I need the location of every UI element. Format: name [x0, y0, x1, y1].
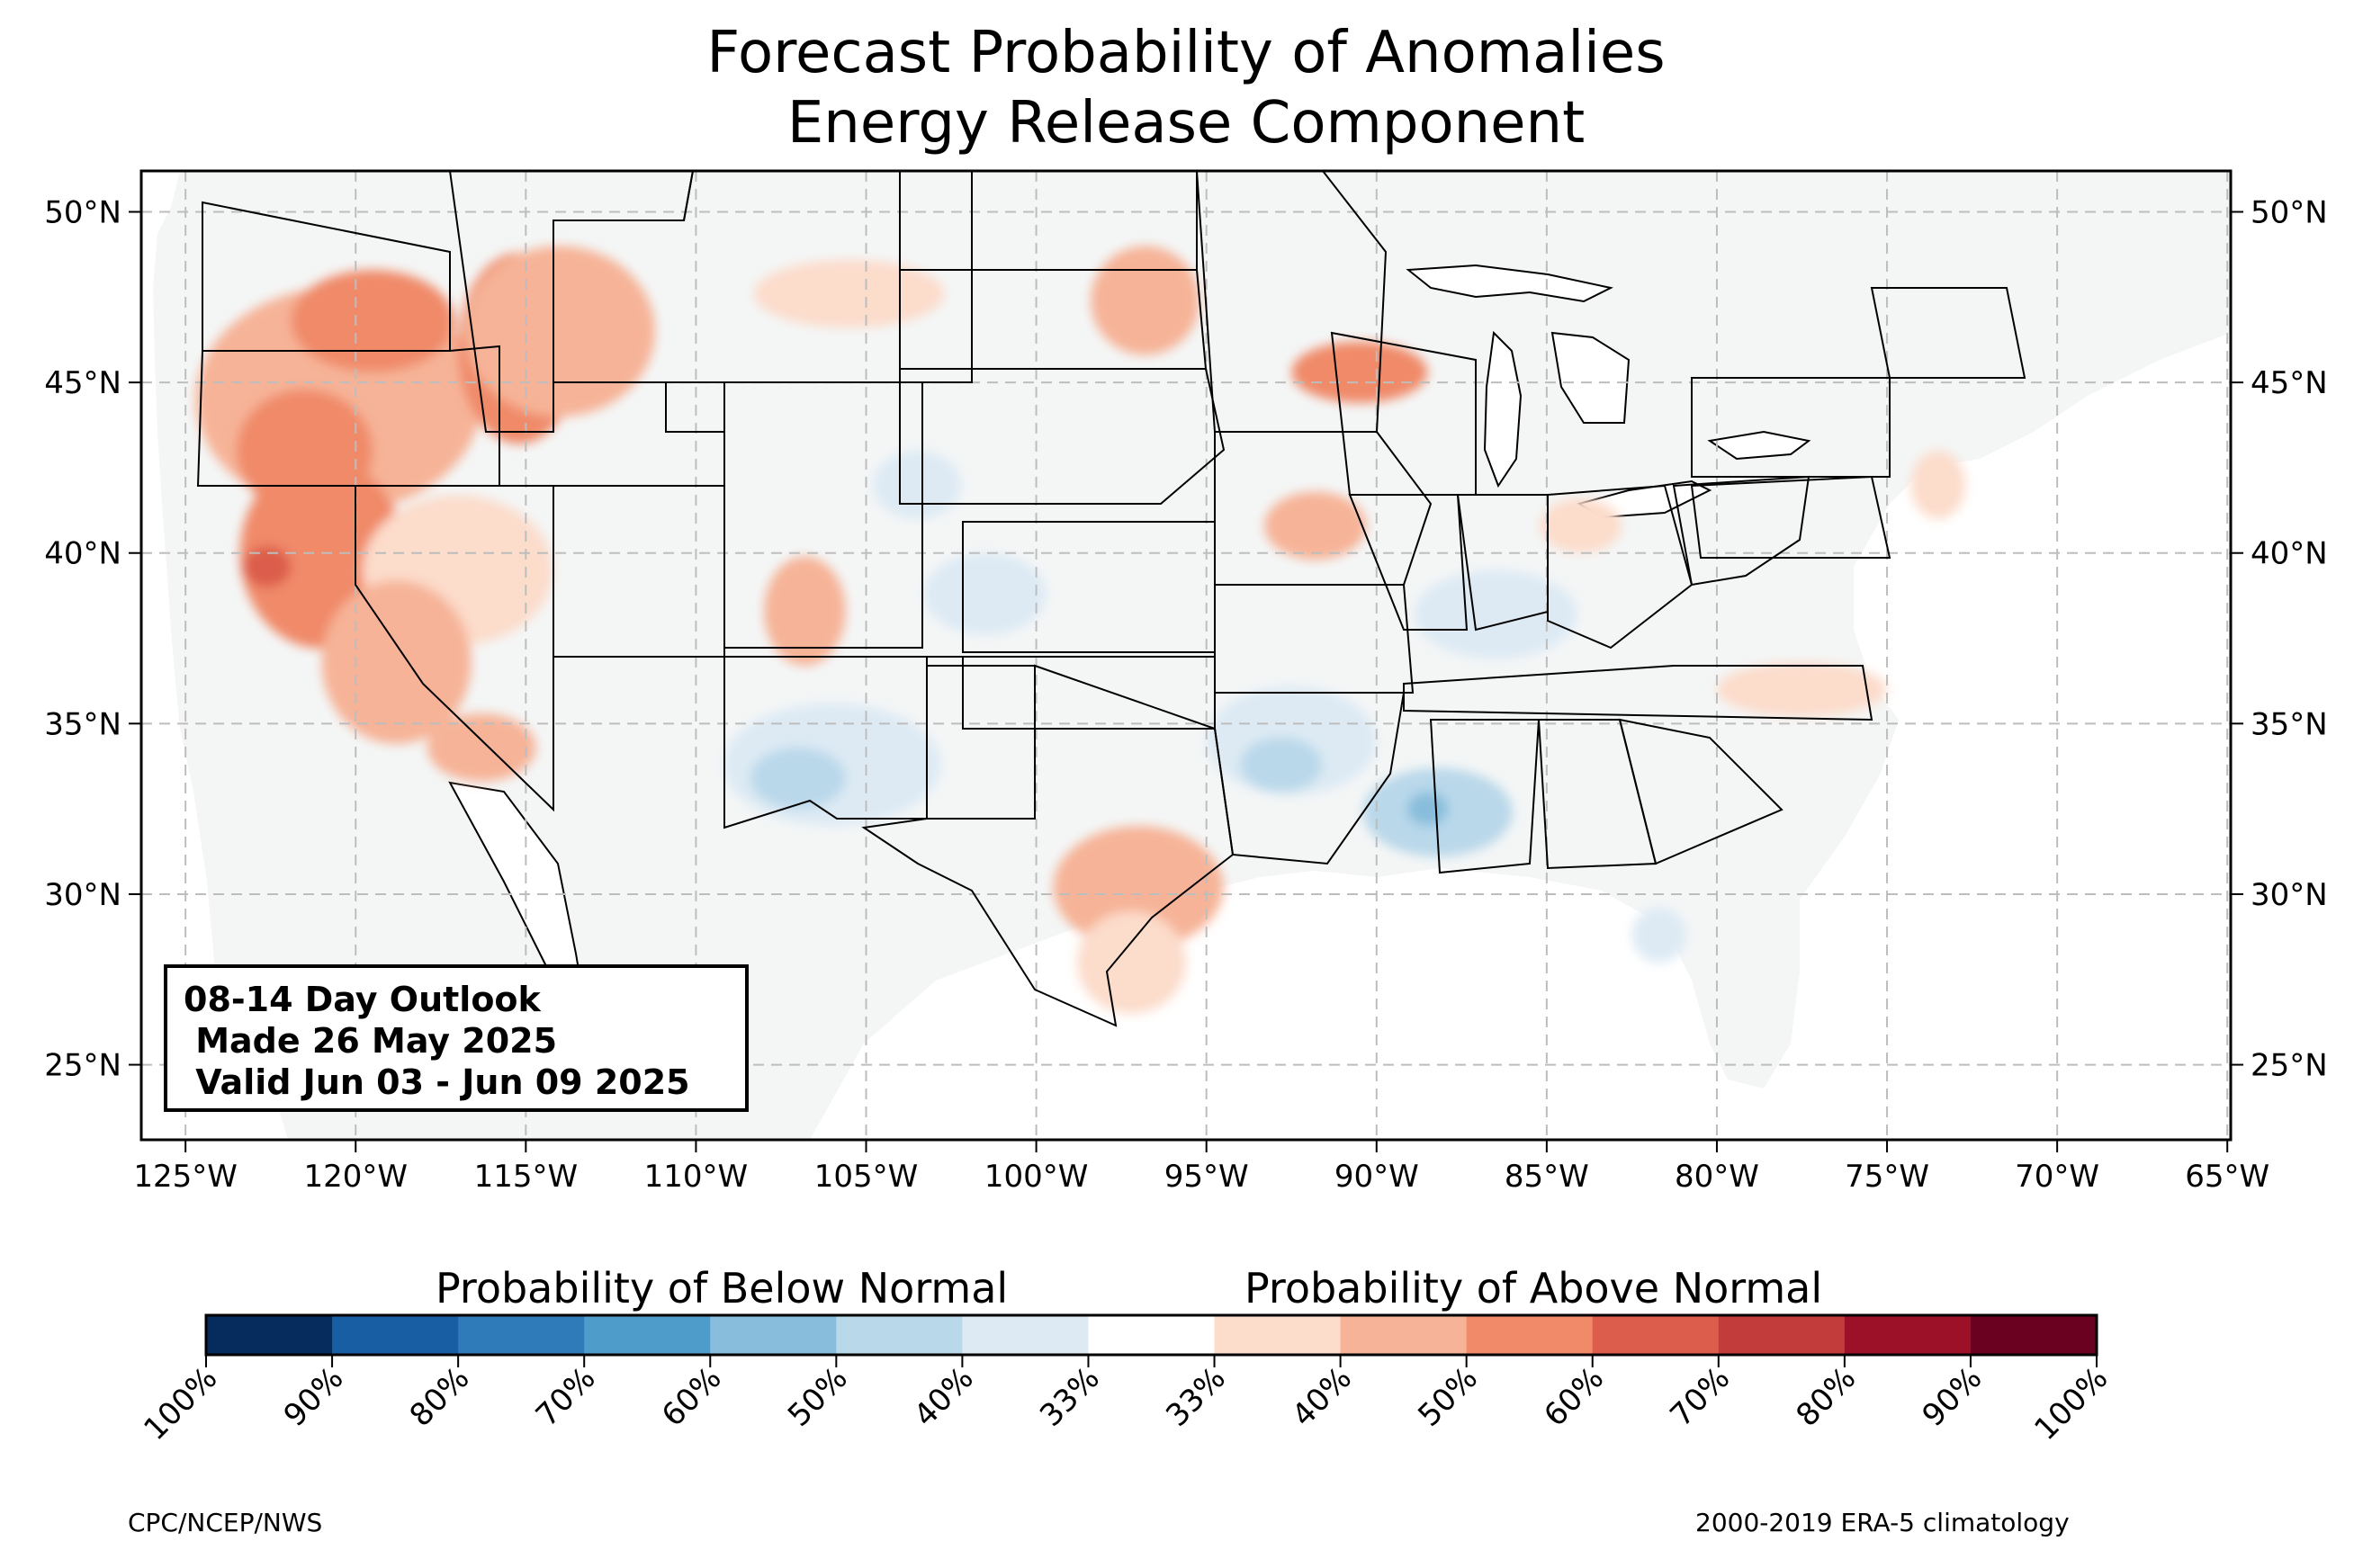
colorbar-tick-label: 100%: [137, 1360, 224, 1447]
longitude-tick-label: 100°W: [984, 1159, 1089, 1195]
above-normal-area: [1053, 826, 1224, 949]
colorbar-tick-label: 90%: [277, 1360, 351, 1434]
latitude-tick-label-left: 35°N: [44, 706, 121, 742]
colorbar-swatch: [710, 1315, 837, 1355]
colorbar-swatch: [584, 1315, 711, 1355]
above-normal-area: [1540, 498, 1622, 553]
colorbar: 100% 90% 80% 70% 60% 50% 40% 33% 33% 40% 50% 60% 70%…: [137, 1313, 2115, 1447]
above-normal-area: [1076, 910, 1186, 1014]
longitude-tick-label: 115°W: [474, 1159, 579, 1195]
below-normal-area: [1406, 792, 1449, 827]
colorbar-swatch: [458, 1315, 585, 1355]
latitude-tick-label-right: 40°N: [2251, 536, 2328, 572]
colorbar-swatch: [1844, 1315, 1972, 1355]
colorbar-tick-label: 40%: [907, 1360, 981, 1434]
below-normal-area: [1414, 569, 1577, 659]
longitude-tick-label: 110°W: [644, 1159, 749, 1195]
colorbar-above-label: Probability of Above Normal: [1244, 1264, 1823, 1313]
longitude-tick-label: 70°W: [2015, 1159, 2099, 1195]
longitude-tick-label: 90°W: [1334, 1159, 1419, 1195]
colorbar-tick-label: 33%: [1033, 1360, 1107, 1434]
above-normal-area: [291, 269, 454, 372]
below-normal-area: [1631, 908, 1686, 963]
below-normal-area: [873, 450, 962, 519]
above-normal-area: [1910, 450, 1966, 519]
colorbar-swatch: [332, 1315, 459, 1355]
anomaly-shading: [195, 246, 1966, 1014]
below-normal-area: [923, 552, 1047, 635]
latitude-tick-label-left: 40°N: [44, 536, 121, 572]
footer-climatology: 2000-2019 ERA-5 climatology: [1695, 1508, 2070, 1537]
above-normal-area: [427, 712, 536, 782]
above-normal-area: [1716, 662, 1888, 717]
outlook-period: 08-14 Day Outlook: [184, 980, 541, 1019]
latitude-tick-label-right: 25°N: [2251, 1048, 2328, 1084]
colorbar-tick-label: 70%: [529, 1360, 603, 1434]
colorbar-tick-label: 60%: [1537, 1360, 1611, 1434]
latitude-tick-label-right: 30°N: [2251, 877, 2328, 913]
colorbar-tick-label: 80%: [403, 1360, 477, 1434]
colorbar-tick-label: 100%: [2027, 1360, 2115, 1447]
map-title-line1: Forecast Probability of Anomalies: [706, 20, 1666, 86]
above-normal-area: [464, 246, 656, 417]
above-normal-area: [764, 556, 846, 666]
map-frame: [139, 169, 2233, 1142]
above-normal-area: [1291, 341, 1428, 403]
longitude-tick-label: 80°W: [1675, 1159, 1759, 1195]
colorbar-swatch: [206, 1315, 333, 1355]
longitude-tick-label: 65°W: [2185, 1159, 2269, 1195]
colorbar-tick-label: 40%: [1285, 1360, 1359, 1434]
map-title-line2: Energy Release Component: [786, 90, 1586, 157]
longitude-tick-label: 75°W: [1845, 1159, 1929, 1195]
colorbar-swatch: [1088, 1315, 1216, 1355]
above-normal-area: [321, 580, 472, 745]
colorbar-tick-label: 50%: [781, 1360, 855, 1434]
longitude-tick-label: 95°W: [1164, 1159, 1249, 1195]
valid-dates: Valid Jun 03 - Jun 09 2025: [184, 1062, 690, 1102]
colorbar-frame: [204, 1313, 2098, 1357]
below-normal-area: [750, 747, 846, 810]
latitude-tick-label-right: 35°N: [2251, 706, 2328, 742]
outlook-info-box: 08-14 Day Outlook Made 26 May 2025 Valid…: [164, 964, 749, 1112]
longitude-tick-label: 105°W: [814, 1159, 919, 1195]
colorbar-below-label: Probability of Below Normal: [436, 1264, 1009, 1313]
below-normal-area: [1240, 737, 1323, 793]
latitude-tick-label-left: 45°N: [44, 365, 121, 401]
above-normal-area: [1091, 246, 1200, 355]
colorbar-swatch: [1970, 1315, 2098, 1355]
colorbar-swatch: [1340, 1315, 1468, 1355]
latitude-tick-label-left: 30°N: [44, 877, 121, 913]
footer-source: CPC/NCEP/NWS: [128, 1508, 323, 1537]
latitude-tick-label-right: 50°N: [2251, 195, 2328, 231]
colorbar-tick-label: 33%: [1159, 1360, 1233, 1434]
colorbar-swatch: [1214, 1315, 1342, 1355]
above-normal-area: [243, 546, 292, 587]
above-normal-area: [1263, 491, 1367, 560]
axis-ticks: 125°W 120°W 115°W 110°W 105°W 100°W 95°W 90°W 85…: [44, 195, 2327, 1195]
colorbar-tick-label: 70%: [1663, 1360, 1737, 1434]
colorbar-swatch: [1592, 1315, 1720, 1355]
state-boundaries: [196, 171, 2026, 1027]
latitude-tick-label-right: 45°N: [2251, 365, 2328, 401]
longitude-tick-label: 120°W: [303, 1159, 408, 1195]
colorbar-swatch: [962, 1315, 1089, 1355]
colorbar-swatch: [836, 1315, 963, 1355]
colorbar-tick-label: 50%: [1411, 1360, 1485, 1434]
longitude-tick-label: 125°W: [133, 1159, 238, 1195]
colorbar-swatch: [1718, 1315, 1846, 1355]
colorbar-tick-label: 60%: [655, 1360, 729, 1434]
made-date: Made 26 May 2025: [184, 1021, 558, 1061]
colorbar-tick-label: 80%: [1790, 1360, 1864, 1434]
longitude-tick-label: 85°W: [1505, 1159, 1589, 1195]
above-normal-area: [753, 259, 945, 328]
colorbar-tick-label: 90%: [1916, 1360, 1990, 1434]
latitude-tick-label-left: 25°N: [44, 1048, 121, 1084]
colorbar-swatch: [1466, 1315, 1594, 1355]
latitude-tick-label-left: 50°N: [44, 195, 121, 231]
